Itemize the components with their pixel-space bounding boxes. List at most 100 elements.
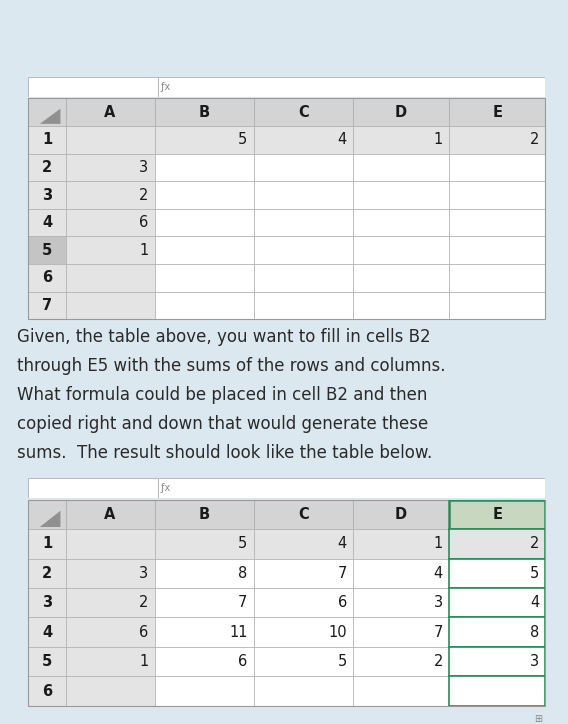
Text: 2: 2: [530, 132, 539, 148]
Text: 2: 2: [42, 160, 52, 175]
Text: 7: 7: [433, 625, 443, 640]
Bar: [66, 126, 154, 153]
Bar: [353, 558, 449, 588]
Bar: [28, 237, 66, 264]
Text: 7: 7: [42, 298, 52, 313]
Bar: [449, 647, 545, 676]
Text: 1: 1: [42, 132, 52, 148]
Text: ƒx: ƒx: [158, 82, 170, 92]
Bar: [66, 500, 154, 529]
Bar: [28, 292, 66, 319]
Text: 3: 3: [434, 595, 443, 610]
Bar: [66, 209, 154, 237]
Text: E: E: [492, 507, 502, 522]
Bar: [158, 478, 545, 498]
Text: Given, the table above, you want to fill in cells B2: Given, the table above, you want to fill…: [17, 328, 431, 346]
Bar: [353, 588, 449, 618]
Text: 4: 4: [337, 536, 347, 551]
Text: 6: 6: [42, 683, 52, 699]
Bar: [353, 500, 449, 529]
Text: 2: 2: [42, 565, 52, 581]
Text: 2: 2: [433, 654, 443, 669]
Text: 4: 4: [434, 565, 443, 581]
Bar: [66, 588, 154, 618]
Bar: [66, 529, 154, 558]
Bar: [66, 98, 154, 126]
Text: ⊞: ⊞: [534, 714, 542, 724]
Bar: [28, 618, 66, 647]
Text: 4: 4: [42, 215, 52, 230]
Bar: [254, 292, 353, 319]
Bar: [449, 676, 545, 706]
Bar: [254, 126, 353, 153]
Text: 8: 8: [530, 625, 539, 640]
Bar: [353, 153, 449, 181]
Bar: [254, 98, 353, 126]
Bar: [449, 292, 545, 319]
Text: 3: 3: [42, 188, 52, 203]
Bar: [254, 500, 353, 529]
Bar: [353, 647, 449, 676]
Text: 7: 7: [337, 565, 347, 581]
Bar: [158, 77, 545, 97]
Text: 5: 5: [239, 536, 248, 551]
Bar: [449, 264, 545, 292]
Bar: [254, 209, 353, 237]
Bar: [66, 292, 154, 319]
Text: A: A: [105, 105, 116, 119]
Bar: [28, 77, 158, 97]
Bar: [154, 126, 254, 153]
Text: 3: 3: [42, 595, 52, 610]
Text: 1: 1: [139, 243, 148, 258]
Bar: [28, 478, 158, 498]
Bar: [449, 500, 545, 529]
Bar: [254, 676, 353, 706]
Text: through E5 with the sums of the rows and columns.: through E5 with the sums of the rows and…: [17, 357, 445, 375]
Bar: [353, 529, 449, 558]
Bar: [28, 558, 66, 588]
Bar: [254, 181, 353, 209]
Bar: [154, 500, 254, 529]
Bar: [28, 500, 66, 529]
Text: ƒx: ƒx: [158, 483, 170, 493]
Text: C: C: [298, 507, 309, 522]
Bar: [28, 209, 66, 237]
Text: A: A: [105, 507, 116, 522]
Text: 2: 2: [530, 536, 539, 551]
Bar: [154, 618, 254, 647]
Bar: [154, 676, 254, 706]
Text: copied right and down that would generate these: copied right and down that would generat…: [17, 415, 428, 433]
Text: 5: 5: [42, 243, 52, 258]
Text: 3: 3: [139, 160, 148, 175]
Text: 3: 3: [139, 565, 148, 581]
Bar: [254, 264, 353, 292]
Text: 8: 8: [239, 565, 248, 581]
Text: 5: 5: [239, 132, 248, 148]
Text: 5: 5: [42, 654, 52, 669]
Text: sums.  The result should look like the table below.: sums. The result should look like the ta…: [17, 444, 432, 462]
Text: 1: 1: [434, 536, 443, 551]
Bar: [353, 181, 449, 209]
Bar: [353, 209, 449, 237]
Bar: [254, 588, 353, 618]
Text: C: C: [298, 105, 309, 119]
Bar: [28, 529, 66, 558]
Bar: [66, 618, 154, 647]
Bar: [449, 209, 545, 237]
Bar: [449, 618, 545, 647]
Bar: [254, 647, 353, 676]
Text: E: E: [492, 105, 502, 119]
Bar: [449, 558, 545, 588]
Bar: [154, 264, 254, 292]
Bar: [449, 558, 545, 588]
Text: 6: 6: [239, 654, 248, 669]
Bar: [449, 676, 545, 706]
Text: 1: 1: [434, 132, 443, 148]
Bar: [66, 647, 154, 676]
Bar: [28, 264, 66, 292]
Bar: [449, 237, 545, 264]
Text: 6: 6: [337, 595, 347, 610]
Bar: [449, 153, 545, 181]
Bar: [28, 98, 66, 126]
Bar: [66, 237, 154, 264]
